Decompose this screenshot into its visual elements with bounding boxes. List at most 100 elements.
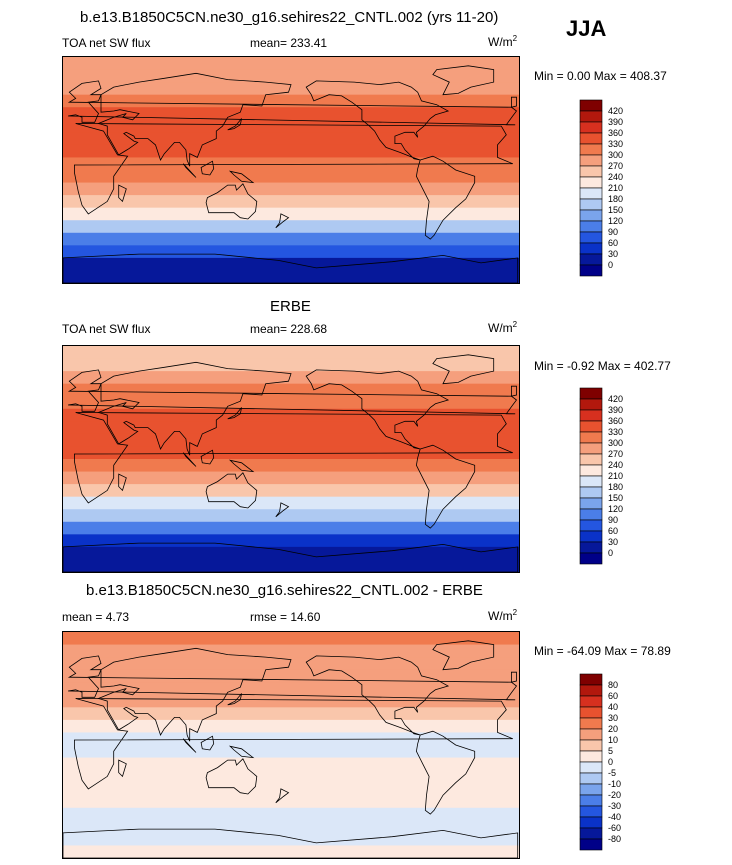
colorbar-tick-label: -60 [608,823,621,833]
coastline [227,118,242,131]
colorbar-swatch [579,486,603,499]
coastline [182,452,197,467]
coastline [415,444,476,529]
map-latitude-band [63,57,519,71]
colorbar-swatch [579,838,603,851]
coastline [432,640,495,671]
colorbar-tick-label: 40 [608,702,618,712]
coastline [63,542,519,572]
colorbar-swatch [579,198,603,211]
colorbar-tick-label: 270 [608,161,623,171]
colorbar-tick-label: 30 [608,249,618,259]
colorbar-tick-label: 270 [608,449,623,459]
coastline [67,655,518,701]
map-latitude-band [63,82,519,96]
colorbar-swatch [579,453,603,466]
panel-3-colorbar: 80 60 40 30 20 10 5 0 -5 -10 -20 -30 -40 -60 -80 [579,673,621,858]
colorbar-tick-label: 390 [608,117,623,127]
panel-1-title: b.e13.B1850C5CN.ne30_g16.sehires22_CNTL.… [80,9,499,26]
colorbar-tick-label: 210 [608,183,623,193]
map-latitude-band [63,657,519,671]
panel-3-map [62,631,520,859]
coastline [228,745,255,759]
colorbar-swatch [579,739,603,752]
coastline [97,72,292,167]
map-latitude-band [63,182,519,196]
map-latitude-band [63,682,519,696]
coastline [511,385,517,397]
map-latitude-band [63,119,519,133]
map-latitude-band [63,807,519,821]
map-latitude-band [63,245,519,259]
colorbar-tick-label: -5 [608,768,616,778]
panel-3-rmse-label: rmse = 14.60 [250,610,321,624]
colorbar-tick-label: 90 [608,515,618,525]
map-latitude-band [63,408,519,422]
coastline [182,738,197,753]
colorbar-tick-label: 390 [608,405,623,415]
colorbar-tick-label: 240 [608,172,623,182]
colorbar-tick-label: 240 [608,460,623,470]
colorbar-tick-label: 80 [608,680,618,690]
panel-2-variable-label: TOA net SW flux [62,322,151,336]
map-latitude-band [63,521,519,535]
map-latitude-band [63,795,519,809]
coastline [97,647,292,742]
panel-2-minmax: Min = -0.92 Max = 402.77 [534,359,671,373]
colorbar-tick-label: 10 [608,735,618,745]
colorbar-tick-label: 180 [608,194,623,204]
map-latitude-band [63,346,519,360]
map-latitude-band [63,69,519,83]
map-latitude-band [63,669,519,683]
colorbar-tick-label: -20 [608,790,621,800]
coastline [228,459,255,473]
coastline [228,170,255,184]
colorbar-swatch [579,783,603,796]
coastline [182,163,197,178]
map-latitude-band [63,757,519,771]
colorbar-swatch [579,497,603,510]
coastline [511,671,517,683]
colorbar-tick-label: 30 [608,537,618,547]
colorbar-tick-label: 60 [608,238,618,248]
colorbar-swatch [579,143,603,156]
map-latitude-band [63,546,519,560]
coastline [275,502,290,518]
map-latitude-band [63,559,519,572]
colorbar-swatch [579,684,603,697]
colorbar-tick-label: 0 [608,757,613,767]
colorbar-tick-label: -40 [608,812,621,822]
coastline [511,96,517,108]
colorbar-swatch [579,409,603,422]
colorbar-swatch [579,398,603,411]
map-latitude-band [63,232,519,246]
coastline [118,184,127,203]
colorbar-swatch [579,264,603,277]
coastline [118,473,127,492]
coastline [67,369,518,415]
colorbar-tick-label: 150 [608,205,623,215]
colorbar-swatch [579,673,603,686]
map-latitude-band [63,770,519,784]
colorbar-swatch [579,176,603,189]
coastline [205,183,258,220]
panel-2-title: ERBE [270,298,311,315]
colorbar-swatch [579,519,603,532]
colorbar-tick-label: -30 [608,801,621,811]
map-latitude-band [63,459,519,473]
colorbar-tick-label: 5 [608,746,613,756]
panel-2-colorbar: 420 390 360 330 300 270 240 210 180 150 120 90 60 30 0 [579,387,623,572]
panel-2-map [62,345,520,573]
map-latitude-band [63,358,519,372]
colorbar-tick-label: -80 [608,834,621,844]
panel-1-mean-label: mean= 233.41 [250,36,328,50]
coastline [200,735,215,751]
map-latitude-band [63,270,519,283]
panel-2-mean-label: mean= 228.68 [250,322,328,336]
coastline [305,369,450,450]
colorbar-swatch [579,772,603,785]
colorbar-swatch [579,750,603,763]
map-latitude-band [63,496,519,510]
colorbar-tick-label: 360 [608,416,623,426]
coastline [305,655,450,736]
